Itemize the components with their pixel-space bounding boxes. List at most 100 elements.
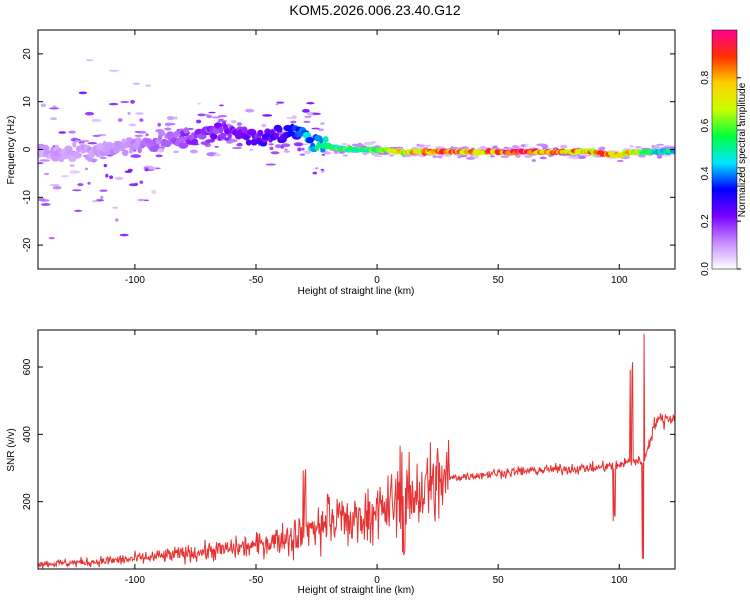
spectrogram-cell [245, 108, 255, 113]
spectrogram-cell [362, 153, 368, 156]
spectrogram-cell [312, 112, 322, 116]
spectrogram-cell [143, 199, 149, 202]
spectrogram-cell [130, 154, 142, 158]
spectrogram-cell [450, 146, 454, 149]
snr-chart: -100 -50 0 50 100 200 400 600 Height of straig… [6, 329, 676, 596]
spectrogram-cell [275, 126, 283, 133]
spectrogram-cell [214, 145, 219, 148]
spectrogram-x-label: Height of straight line (km) [298, 286, 415, 297]
spectrogram-cell [652, 145, 660, 149]
spectrogram-cell [49, 184, 60, 186]
spectrogram-cell [432, 155, 438, 158]
spectrogram-cell [218, 126, 224, 134]
spectrogram-cell [671, 149, 675, 155]
x-tick-label: -100 [125, 575, 145, 586]
spectrogram-cell [245, 139, 252, 146]
spectrogram-y-axis: -20 -10 0 10 20 [22, 48, 675, 252]
spectrogram-cell [127, 112, 131, 115]
spectrogram-cell [49, 107, 60, 110]
spectrogram-cell [216, 120, 228, 122]
spectrogram-cell [213, 153, 221, 157]
spectrogram-cell [164, 122, 172, 127]
spectrogram-cell [286, 117, 294, 119]
spectrogram-cell [39, 199, 50, 202]
spectrogram-cell [137, 146, 142, 154]
x-tick-label: 0 [374, 575, 380, 586]
spectrogram-cell [52, 105, 57, 108]
x-tick-label: 100 [611, 275, 628, 286]
spectrogram-cell [135, 112, 145, 115]
spectrogram-cell [437, 153, 445, 157]
spectrogram-cell [39, 159, 50, 162]
snr-x-label: Height of straight line (km) [298, 585, 415, 596]
spectrogram-cell [580, 154, 592, 157]
spectrogram-cell [145, 133, 149, 137]
snr-y-label: SNR (v/v) [6, 428, 17, 471]
spectrogram-cell [48, 236, 55, 240]
spectrogram-cell [85, 59, 94, 62]
spectrogram-cell [395, 146, 403, 149]
spectrogram-cell [157, 122, 161, 127]
spectrogram-cell [624, 148, 629, 151]
spectrogram-cell [130, 100, 136, 104]
spectrogram-cell [520, 144, 527, 148]
spectrogram-cell [208, 111, 216, 114]
y-tick-label: 200 [22, 493, 33, 510]
x-tick-label: -50 [249, 275, 264, 286]
spectrogram-cell [373, 152, 379, 157]
spectrogram-cell [303, 150, 311, 155]
spectrogram-cell [319, 137, 324, 144]
spectrogram-cell [197, 102, 201, 105]
spectrogram-cell [158, 130, 165, 137]
spectrogram-cell [273, 132, 280, 140]
spectrogram-cell [656, 143, 665, 146]
spectrogram-cell [196, 119, 202, 124]
spectrogram-cell [60, 175, 70, 178]
spectrogram-cell [163, 140, 172, 147]
spectrogram-cell [58, 131, 67, 134]
spectrogram-cell [72, 189, 82, 192]
colorbar-label: Normalized spectral amplitude [737, 82, 748, 217]
spectrogram-cell [560, 144, 568, 149]
spectrogram-cell [114, 176, 124, 180]
spectrogram-cell [357, 142, 362, 145]
spectrogram-cell [321, 153, 326, 156]
spectrogram-cell [536, 143, 547, 147]
spectrogram-cell [108, 69, 120, 72]
spectrogram-cell [567, 156, 578, 159]
spectrogram-cell [176, 137, 185, 144]
spectrogram-cell [268, 143, 274, 146]
spectrogram-cell [531, 159, 536, 162]
x-tick-label: 0 [374, 275, 380, 286]
spectrogram-cell [109, 175, 114, 179]
spectrogram-cell [211, 116, 221, 119]
spectrogram-cell [74, 139, 80, 143]
spectrogram-cell [227, 132, 232, 140]
x-tick-label: 100 [611, 575, 628, 586]
spectrogram-cell [249, 149, 254, 151]
colorbar-tick-label: 0.2 [700, 214, 711, 228]
spectrogram-cell [235, 144, 243, 147]
spectrogram-cell [91, 118, 102, 122]
spectrogram-cell [354, 143, 365, 148]
spectrogram-cell [50, 146, 55, 153]
spectrogram-cell [634, 146, 642, 149]
spectrogram-cell [311, 127, 321, 130]
spectrogram-cell [456, 147, 466, 149]
spectrogram-cell [100, 195, 104, 200]
spectrogram-cell [490, 155, 495, 158]
spectrogram-cell [77, 183, 84, 187]
spectrogram-cell [51, 155, 60, 162]
spectrogram-cell [503, 146, 509, 149]
spectrogram-cell [191, 138, 198, 145]
spectrogram-cell [78, 91, 88, 95]
spectrogram-cell [597, 147, 602, 150]
spectrogram-cell [137, 198, 146, 202]
x-tick-label: 50 [493, 575, 505, 586]
y-tick-label: 10 [22, 96, 33, 108]
spectrogram-cell [205, 139, 215, 143]
spectrogram-cell [128, 183, 138, 187]
spectrogram-cell [500, 155, 510, 158]
